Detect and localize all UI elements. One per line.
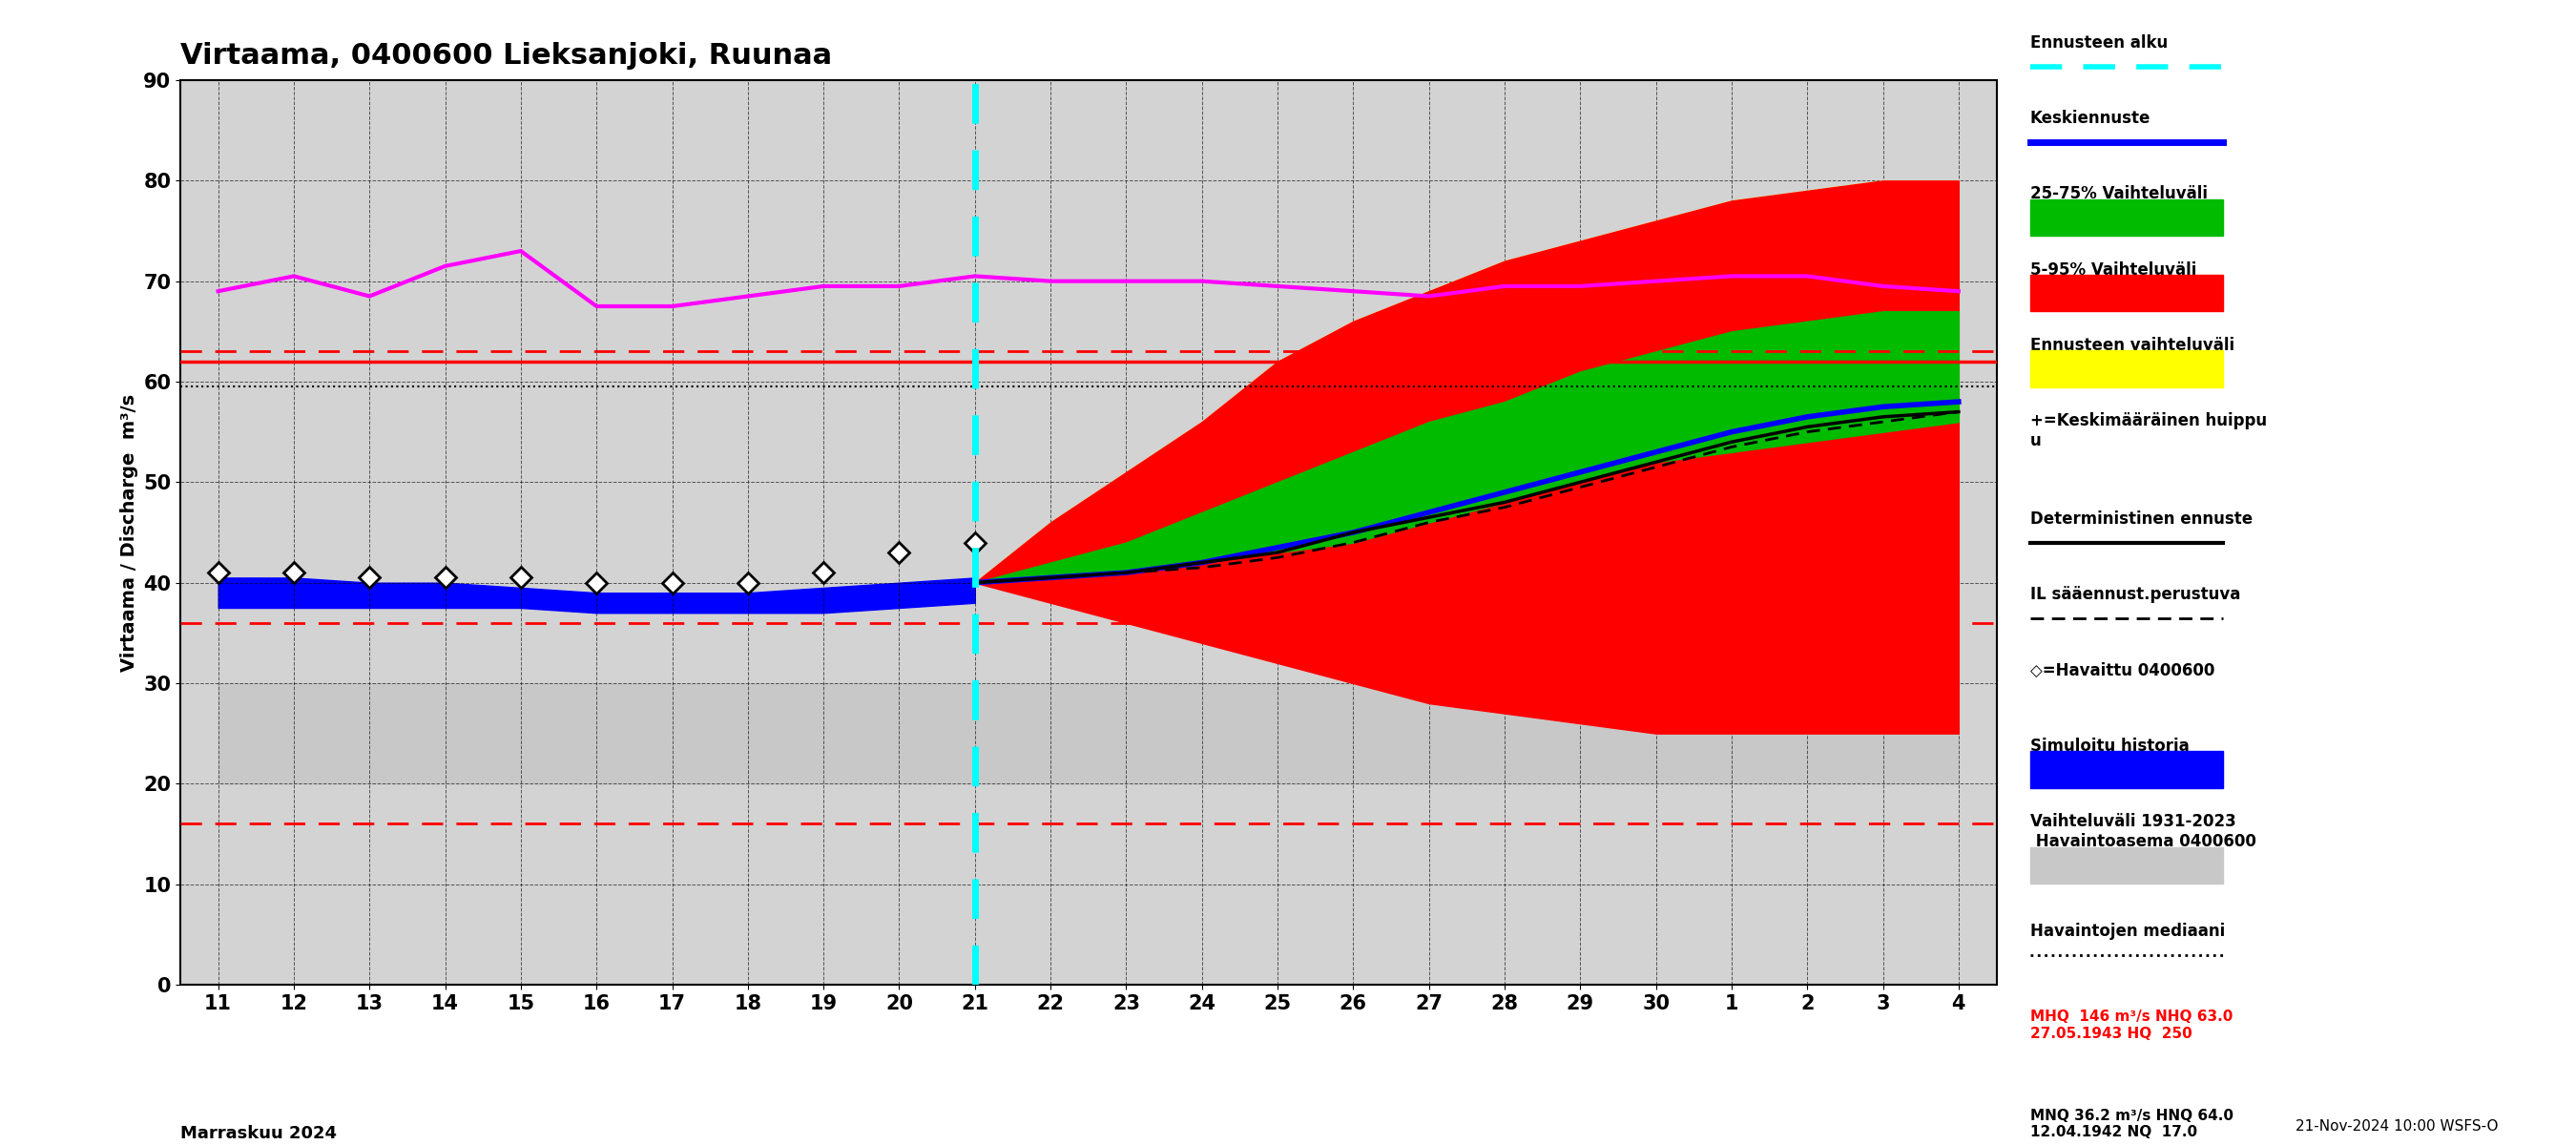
Text: 25-75% Vaihteluväli: 25-75% Vaihteluväli (2030, 185, 2208, 203)
Text: Havaintojen mediaani: Havaintojen mediaani (2030, 923, 2226, 940)
Text: MNQ 36.2 m³/s HNQ 64.0
12.04.1942 NQ  17.0: MNQ 36.2 m³/s HNQ 64.0 12.04.1942 NQ 17.… (2030, 1108, 2233, 1139)
Text: Deterministinen ennuste: Deterministinen ennuste (2030, 511, 2251, 528)
Text: Ennusteen alku: Ennusteen alku (2030, 34, 2166, 52)
Text: Ennusteen vaihteluväli: Ennusteen vaihteluväli (2030, 337, 2233, 354)
Text: +=Keskimääräinen huippu
u: +=Keskimääräinen huippu u (2030, 412, 2267, 449)
Text: Vaihteluväli 1931-2023
 Havaintoasema 0400600: Vaihteluväli 1931-2023 Havaintoasema 040… (2030, 813, 2257, 850)
Text: MHQ  146 m³/s NHQ 63.0
27.05.1943 HQ  250: MHQ 146 m³/s NHQ 63.0 27.05.1943 HQ 250 (2030, 1010, 2233, 1041)
Text: Marraskuu 2024
November: Marraskuu 2024 November (180, 1126, 337, 1145)
Text: 21-Nov-2024 10:00 WSFS-O: 21-Nov-2024 10:00 WSFS-O (2295, 1120, 2499, 1134)
Text: 5-95% Vaihteluväli: 5-95% Vaihteluväli (2030, 261, 2197, 278)
Y-axis label: Virtaama / Discharge  m³/s: Virtaama / Discharge m³/s (121, 394, 139, 671)
Text: ◇=Havaittu 0400600: ◇=Havaittu 0400600 (2030, 662, 2215, 679)
Text: IL sääennust.perustuva: IL sääennust.perustuva (2030, 586, 2241, 603)
Text: Simuloitu historia: Simuloitu historia (2030, 737, 2190, 755)
Text: Virtaama, 0400600 Lieksanjoki, Ruunaa: Virtaama, 0400600 Lieksanjoki, Ruunaa (180, 42, 832, 70)
Text: Keskiennuste: Keskiennuste (2030, 110, 2151, 127)
